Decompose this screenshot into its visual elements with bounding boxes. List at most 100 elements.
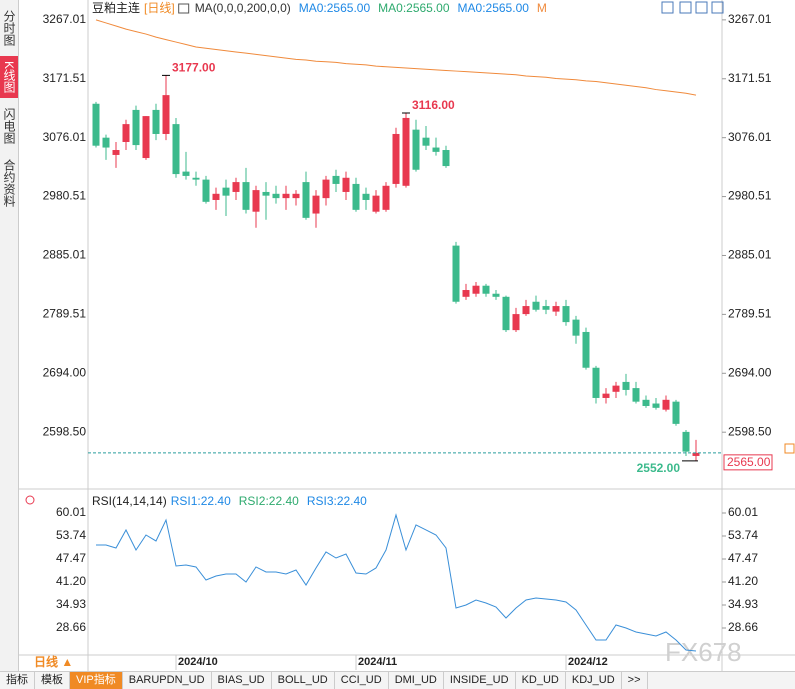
candle-body <box>142 116 150 159</box>
y-tick-label: 53.74 <box>728 528 758 542</box>
legend-item: MA0:2565.00 <box>378 1 450 15</box>
annotation-label: 3177.00 <box>172 61 216 75</box>
candle-body <box>122 124 130 142</box>
y-tick-label: 60.01 <box>728 505 758 519</box>
tab[interactable]: BIAS_UD <box>212 672 272 689</box>
y-tick-label: 28.66 <box>728 620 758 634</box>
tab[interactable]: DMI_UD <box>389 672 444 689</box>
candle-body <box>392 133 400 184</box>
candle-body <box>372 195 380 212</box>
toolbar-icons[interactable] <box>661 1 724 14</box>
last-price-box <box>723 454 773 471</box>
icon[interactable] <box>711 1 724 14</box>
price-icon[interactable] <box>784 443 795 454</box>
candle-body <box>562 306 570 323</box>
y-tick-label: 3267.01 <box>43 12 87 26</box>
tab[interactable]: INSIDE_UD <box>444 672 516 689</box>
legend-item: MA(0,0,0,200,0,0) <box>195 1 291 15</box>
y-tick-label: 3076.01 <box>43 130 87 144</box>
period-selector[interactable]: 日线 ▲ <box>34 654 73 669</box>
candle-body <box>552 306 560 312</box>
legend-title: RSI(14,14,14) <box>92 494 167 508</box>
candle-body <box>312 195 320 214</box>
y-tick-label: 3267.01 <box>728 12 772 26</box>
icon[interactable] <box>661 1 674 14</box>
candle-body <box>432 147 440 152</box>
legend-item: M <box>537 1 547 15</box>
sidebar-tab[interactable]: K线图 <box>0 56 18 98</box>
x-tick-label: 2024/10 <box>178 656 218 668</box>
sidebar: 分时图 K线图闪电图合约资料 <box>0 0 19 688</box>
tab[interactable]: 指标 <box>0 672 35 689</box>
y-tick-label: 3171.51 <box>43 71 87 85</box>
candle-body <box>492 293 500 297</box>
candle-body <box>222 187 230 196</box>
tab[interactable]: VIP指标 <box>70 672 123 689</box>
y-tick-label: 53.74 <box>56 528 86 542</box>
candle-body <box>442 150 450 167</box>
candle-body <box>622 381 630 390</box>
sidebar-tab[interactable]: 分时图 <box>2 10 16 46</box>
candle-body <box>172 124 180 175</box>
ma-line <box>95 19 697 96</box>
y-tick-label: 28.66 <box>56 620 86 634</box>
sidebar-tab[interactable]: 合约资料 <box>2 159 16 207</box>
y-tick-label: 47.47 <box>728 551 758 565</box>
icon[interactable] <box>679 1 692 14</box>
tab[interactable]: KDJ_UD <box>566 672 622 689</box>
y-tick-label: 3171.51 <box>728 71 772 85</box>
tab[interactable]: BOLL_UD <box>272 672 335 689</box>
x-tick-label: 2024/12 <box>568 656 608 668</box>
tab[interactable]: CCI_UD <box>335 672 389 689</box>
candle-body <box>612 385 620 392</box>
candle-body <box>182 171 190 176</box>
candle-body <box>672 401 680 424</box>
sidebar-tab[interactable]: 闪电图 <box>2 108 16 144</box>
candle-body <box>422 137 430 146</box>
candle-body <box>292 193 300 199</box>
candle-body <box>152 109 160 134</box>
candle-body <box>502 296 510 331</box>
legend-title: 豆粕主连 <box>92 0 140 15</box>
candle-body <box>282 193 290 199</box>
tab[interactable]: KD_UD <box>516 672 566 689</box>
candle-body <box>662 399 670 410</box>
y-tick-label: 2980.51 <box>43 189 87 203</box>
annotation-label: 2552.00 <box>637 461 681 475</box>
y-tick-label: 2885.01 <box>728 248 772 262</box>
candle-body <box>202 179 210 202</box>
candle-body <box>102 137 110 148</box>
candle-body <box>582 331 590 368</box>
y-tick-label: 2789.51 <box>728 307 772 321</box>
icon[interactable] <box>695 1 708 14</box>
y-tick-label: 2789.51 <box>43 307 87 321</box>
candle-body <box>272 193 280 199</box>
candle-body <box>522 306 530 315</box>
legend-icon <box>178 3 190 14</box>
y-tick-label: 34.93 <box>728 597 758 611</box>
legend-period: [日线] <box>144 1 175 15</box>
candle-body <box>652 403 660 408</box>
candle-body <box>462 290 470 297</box>
annotation-label: 3116.00 <box>412 98 455 112</box>
y-tick-label: 3076.01 <box>728 130 772 144</box>
candle-body <box>402 117 410 186</box>
y-tick-label: 47.47 <box>56 551 86 565</box>
candle-body <box>92 103 100 146</box>
y-tick-label: 2885.01 <box>43 248 87 262</box>
tab[interactable]: 模板 <box>35 672 70 689</box>
tab[interactable]: BARUPDN_UD <box>123 672 212 689</box>
y-tick-label: 2980.51 <box>728 189 772 203</box>
legend-item: MA0:2565.00 <box>458 1 530 15</box>
tab[interactable]: >> <box>622 672 648 689</box>
candle-body <box>112 150 120 155</box>
background <box>19 0 795 671</box>
last-price-label: 2565.00 <box>727 455 771 469</box>
y-tick-label: 41.20 <box>728 574 758 588</box>
settings-icon[interactable] <box>25 495 35 505</box>
y-tick-label: 2694.00 <box>728 365 772 379</box>
y-tick-label: 2598.50 <box>728 424 772 438</box>
candle-body <box>532 301 540 310</box>
candle-body <box>362 193 370 200</box>
